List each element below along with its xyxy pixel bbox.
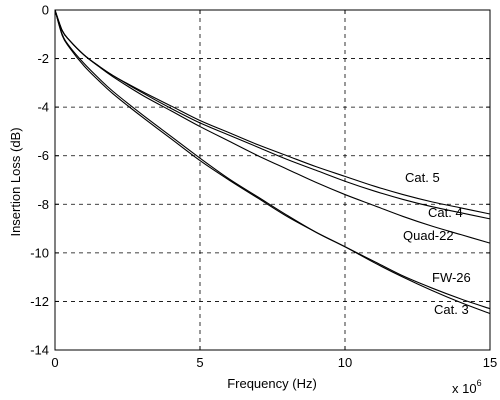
series-line-cat-3 [54,9,491,315]
series-label: Quad-22 [403,228,454,243]
y-tick-label: -2 [37,51,49,66]
y-tick-label: -12 [30,294,49,309]
series-label: Cat. 3 [434,302,469,317]
y-tick-label: -10 [30,245,49,260]
x-tick-label: 15 [483,355,497,370]
y-tick-label: -6 [37,148,49,163]
series-line-quad-22 [54,9,491,244]
series-label: Cat. 4 [428,205,463,220]
y-tick-label: -4 [37,100,49,115]
y-tick-label: -14 [30,343,49,358]
y-tick-label: 0 [42,3,49,18]
x-axis-label: Frequency (Hz) [227,376,317,391]
grid-layer [55,10,490,350]
plot-frame [54,9,491,351]
y-axis-label: Insertion Loss (dB) [8,127,23,236]
x-tick-label: 10 [338,355,352,370]
series-label: Cat. 5 [405,170,440,185]
x-axis-multiplier: x 106 [452,378,482,396]
series-label: FW-26 [432,270,471,285]
x-tick-label: 5 [196,355,203,370]
y-tick-label: -8 [37,197,49,212]
series-line-fw-26 [54,9,491,310]
curve-layer [54,9,491,315]
series-label-layer: Cat. 5 Cat. 4 Quad-22 FW-26 Cat. 3 [403,170,471,317]
x-axis-multiplier-base: x 10 [452,381,477,396]
tick-layer: 0 5 10 15 0 -2 -4 -6 -8 -10 -12 -14 [30,3,497,371]
x-tick-label: 0 [51,355,58,370]
x-axis-multiplier-exponent: 6 [477,378,482,388]
series-line-cat-4 [54,9,491,220]
